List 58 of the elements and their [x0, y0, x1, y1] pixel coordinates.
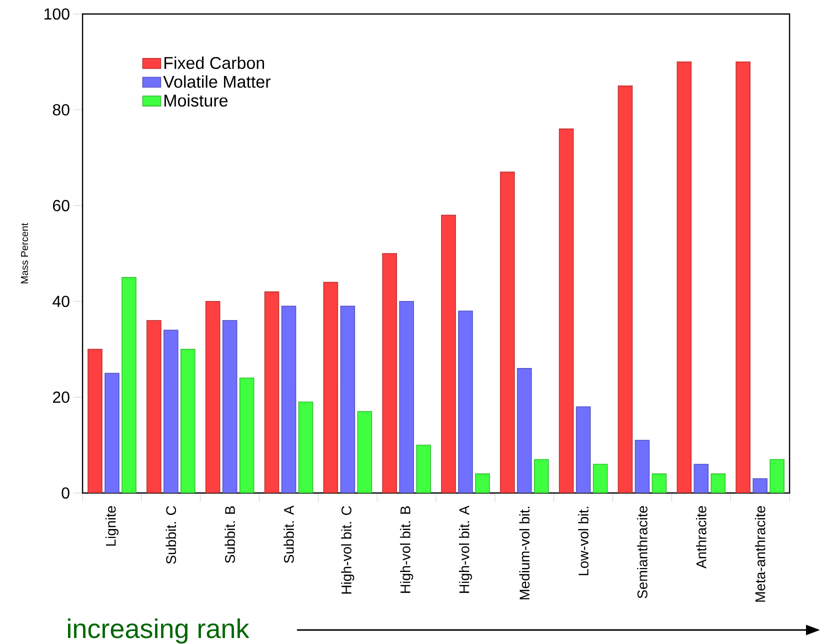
bar	[222, 320, 238, 494]
bar	[458, 310, 473, 494]
bar	[576, 406, 591, 494]
bar	[88, 349, 102, 494]
x-tick-label: Lignite	[105, 506, 119, 546]
bar	[239, 378, 254, 494]
bar	[710, 474, 726, 494]
bar	[281, 306, 296, 494]
bar	[122, 277, 136, 494]
bar	[694, 464, 709, 494]
y-axis-title: Mass Percent	[21, 223, 28, 284]
bar	[592, 464, 608, 494]
bar	[676, 62, 692, 494]
y-tick-label: 40	[52, 296, 70, 308]
bar	[104, 373, 120, 494]
bar	[323, 282, 338, 494]
y-tick-label: 0	[62, 488, 70, 499]
bar	[180, 349, 196, 494]
legend-label: Fixed Carbon	[164, 56, 264, 70]
bar	[416, 444, 431, 494]
bar	[652, 474, 667, 494]
x-tick-label: High-vol bit. B	[400, 506, 414, 594]
x-tick-label: Anthracite	[696, 506, 706, 569]
bar	[475, 474, 490, 494]
x-tick-label: Meta-anthracite	[754, 506, 766, 602]
bar	[500, 172, 515, 494]
bar	[399, 301, 414, 494]
bar	[736, 62, 750, 494]
x-tick-label: Medium-vol bit.	[519, 507, 530, 600]
y-tick-label: 60	[53, 200, 70, 212]
bar	[205, 301, 220, 494]
y-tick-label: 20	[53, 392, 70, 404]
x-tick-label: Semianthracite	[637, 506, 648, 598]
bar	[382, 253, 397, 494]
y-tick-label: 100	[44, 8, 70, 20]
bar	[770, 459, 784, 494]
bar	[634, 440, 650, 494]
y-tick-label: 80	[52, 104, 70, 116]
bar	[534, 459, 549, 494]
legend-label: Moisture	[164, 94, 228, 107]
bar	[517, 368, 532, 494]
bar	[340, 306, 356, 494]
legend-label: Volatile Matter	[163, 76, 271, 88]
x-tick-label: Subbit. A	[284, 506, 294, 564]
x-tick-label: High-vol bit. C	[341, 506, 354, 594]
text: increasing rank	[68, 618, 250, 644]
bar	[264, 292, 280, 494]
bar	[164, 330, 178, 494]
x-tick-label: Subbit. C	[166, 506, 176, 564]
bar	[298, 402, 314, 494]
bar	[558, 128, 574, 494]
bar	[618, 86, 633, 494]
x-tick-label: Low-vol bit.	[578, 507, 588, 576]
bar	[441, 214, 456, 494]
bar	[357, 411, 372, 494]
x-tick-label: Subbit. B	[224, 506, 235, 564]
bar	[146, 320, 162, 494]
x-tick-label: High-vol bit. A	[458, 506, 472, 594]
